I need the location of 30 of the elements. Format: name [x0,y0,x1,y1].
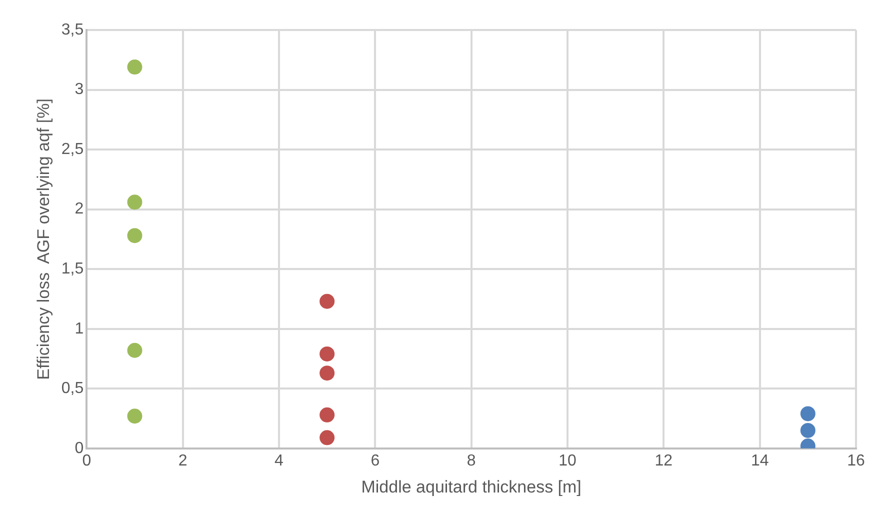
y-tick-label: 1,5 [61,260,84,278]
y-tick-label: 2,5 [61,140,84,158]
y-tick-label: 1 [74,320,84,338]
point [127,342,142,358]
x-tick-label: 6 [370,452,380,470]
point [127,408,142,424]
y-tick-label: 0 [74,440,84,457]
point [127,60,142,75]
x-axis-title: Middle aquitard thickness [m] [361,477,582,496]
y-tick-label: 3,5 [61,21,84,38]
x-tick-label: 8 [466,452,476,470]
point [320,430,335,446]
point [320,346,335,362]
x-tick-label: 16 [847,452,865,470]
point [800,422,816,438]
x-tick-label: 12 [654,452,673,470]
point [320,407,335,422]
point [127,228,142,244]
point [320,294,335,309]
y-tick-label: 3 [74,81,84,98]
x-tick-label: 2 [178,452,188,470]
x-tick-label: 10 [558,452,576,470]
y-axis-title: Efficiency loss AGF overlying aqf [%] [34,98,53,380]
y-tick-label: 0,5 [61,380,84,398]
x-tick-label: 4 [274,452,284,470]
y-tick-label: 2 [74,200,84,218]
point [800,406,816,422]
point [320,366,335,381]
x-tick-label: 14 [750,452,769,470]
point [127,194,142,210]
